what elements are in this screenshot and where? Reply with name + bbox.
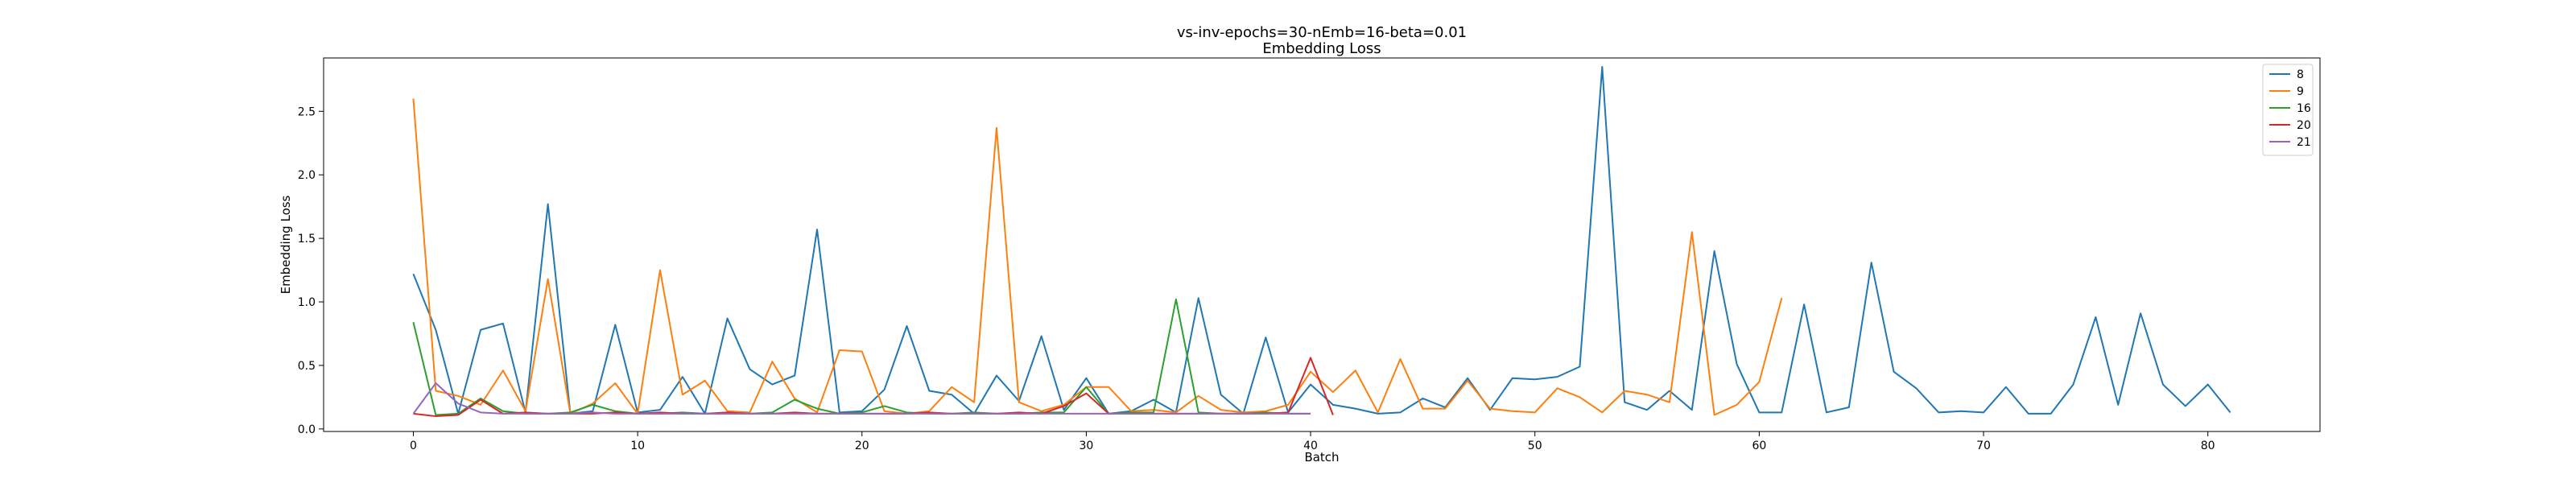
y-tick-label: 1.0: [298, 296, 316, 309]
y-tick-label: 2.5: [298, 105, 316, 118]
x-tick-label: 40: [1303, 440, 1318, 452]
x-tick-label: 70: [1976, 440, 1991, 452]
plot-frame: [323, 57, 2321, 432]
x-tick-label: 60: [1752, 440, 1766, 452]
legend-box: [2262, 64, 2314, 156]
series-line-21: [412, 382, 1311, 415]
y-tick-label: 2.0: [298, 169, 316, 182]
x-tick-label: 50: [1528, 440, 1542, 452]
y-tick-label: 1.5: [298, 233, 316, 246]
legend-label-9: 9: [2297, 85, 2304, 98]
y-tick-label: 0.0: [298, 423, 316, 436]
series-line-9: [412, 98, 1783, 416]
legend-label-21: 21: [2297, 136, 2311, 149]
axis-ticks: 0 10 20 30 40 50 60 70 80 0.0 0.5 1.0 1.5 2.0 2.5: [298, 105, 2215, 452]
legend-label-16: 16: [2297, 102, 2311, 115]
x-tick-label: 0: [410, 440, 417, 452]
y-tick-label: 0.5: [298, 360, 316, 373]
series-line-16: [412, 298, 1311, 416]
x-tick-label: 80: [2201, 440, 2215, 452]
x-tick-label: 10: [630, 440, 645, 452]
legend-label-8: 8: [2297, 68, 2304, 81]
y-axis-label: Embedding Loss: [279, 195, 293, 294]
x-axis-label: Batch: [1304, 450, 1339, 464]
x-tick-label: 20: [855, 440, 869, 452]
legend-label-20: 20: [2297, 119, 2311, 132]
series-line-8: [412, 66, 2231, 415]
legend: 8 9 16 20 21: [2262, 64, 2314, 156]
chart-title-line-1: vs-inv-epochs=30-nEmb=16-beta=0.01: [1177, 24, 1467, 41]
chart-title-line-2: Embedding Loss: [1262, 40, 1381, 57]
series-lines: [412, 66, 2231, 418]
x-tick-label: 30: [1080, 440, 1094, 452]
